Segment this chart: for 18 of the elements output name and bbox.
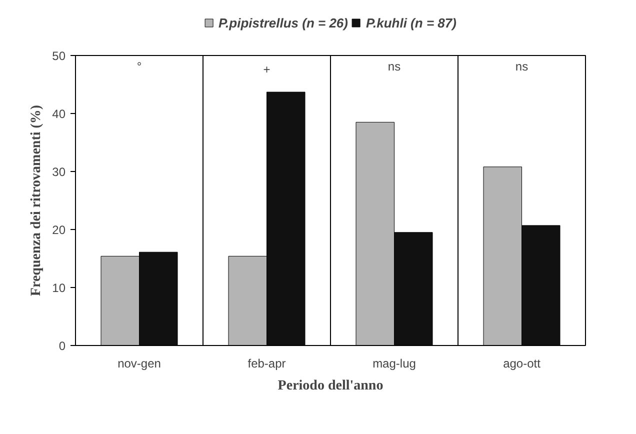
y-tick-label: 50 [52,49,66,63]
y-tick-label: 0 [58,339,66,353]
annotation: ° [136,60,142,74]
y-tick-label: 20 [52,223,66,237]
x-tick-label: feb-apr [248,356,286,370]
annotation: + [263,62,270,76]
x-tick-label: mag-lug [372,356,416,370]
annotation: ns [388,60,401,74]
y-tick-label: 30 [52,165,66,179]
x-axis-title: Periodo dell'anno [278,378,384,394]
y-tick-label: 10 [52,281,66,295]
x-tick-label: ago-ott [503,356,542,370]
legend-label: P.kuhli (n = 87) [366,15,456,30]
x-tick-label: nov-gen [118,356,161,370]
y-axis-title: Frequenza dei ritrovamenti (%) [29,104,44,296]
y-tick-label: 40 [52,107,66,121]
annotation: ns [515,60,528,74]
legend-label: P.pipistrellus (n = 26) [218,15,348,30]
